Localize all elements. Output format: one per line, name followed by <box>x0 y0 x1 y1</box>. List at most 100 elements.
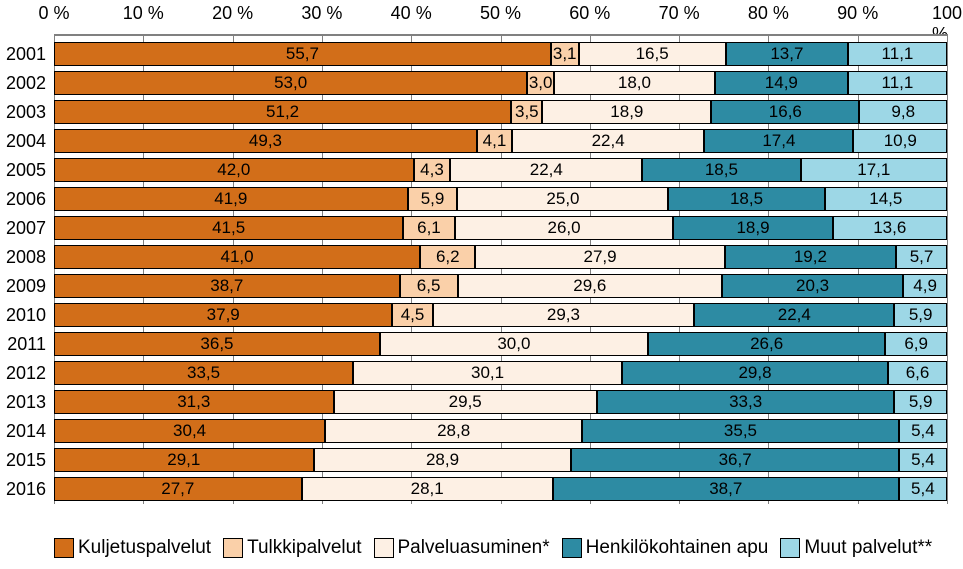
legend-label: Muut palvelut** <box>804 537 932 558</box>
bar-row: 41,0 6,2 27,9 19,2 5,7 <box>54 245 947 269</box>
x-tick-label: 90 % <box>837 3 878 24</box>
bar-segment-s1: 41,9 <box>54 187 408 211</box>
bar-segment-s5: 6,9 <box>885 332 947 356</box>
bar-value-label: 4,9 <box>913 276 937 296</box>
legend-swatch <box>374 538 394 558</box>
bar-segment-s1: 30,4 <box>54 419 325 443</box>
legend-label: Tulkkipalvelut <box>247 537 361 558</box>
y-tick-label: 2016 <box>6 480 46 498</box>
bar-value-label: 3,5 <box>515 102 539 122</box>
bar-value-label: 35,5 <box>724 421 757 441</box>
bar-value-label: 38,7 <box>709 479 742 499</box>
bar-segment-s5: 17,1 <box>801 158 947 182</box>
bar-segment-s5: 5,9 <box>894 390 947 414</box>
y-tick-label: 2008 <box>6 248 46 266</box>
bar-segment-s1: 27,7 <box>54 477 302 501</box>
bar-value-label: 38,7 <box>210 276 243 296</box>
bar-segment-s1: 37,9 <box>54 303 392 327</box>
y-tick-label: 2003 <box>6 103 46 121</box>
bar-segment-s2: 5,9 <box>408 187 458 211</box>
bar-segment-s3: 16,5 <box>579 42 726 66</box>
bar-segment-s5: 5,7 <box>896 245 947 269</box>
bar-segment-s3: 18,9 <box>542 100 711 124</box>
bar-value-label: 5,9 <box>909 305 933 325</box>
bar-segment-s5: 5,4 <box>899 448 947 472</box>
bar-value-label: 4,3 <box>420 160 444 180</box>
bar-segment-s1: 55,7 <box>54 42 551 66</box>
bar-value-label: 5,7 <box>910 247 934 267</box>
bar-segment-s5: 11,1 <box>848 42 947 66</box>
plot-area: 55,73,116,513,711,153,03,018,014,911,151… <box>54 34 947 504</box>
bar-segment-s4: 16,6 <box>711 100 859 124</box>
bar-value-label: 3,0 <box>529 73 553 93</box>
gridline <box>947 34 948 504</box>
bar-segment-s1: 36,5 <box>54 332 380 356</box>
bar-segment-s2: 6,2 <box>420 245 475 269</box>
bar-segment-s5: 5,4 <box>899 477 947 501</box>
bar-value-label: 30,0 <box>497 334 530 354</box>
bar-value-label: 5,4 <box>911 479 935 499</box>
bar-segment-s2: 3,1 <box>551 42 579 66</box>
bar-segment-s5: 4,9 <box>903 274 947 298</box>
y-tick-label: 2009 <box>6 277 46 295</box>
y-tick-label: 2005 <box>6 161 46 179</box>
stacked-bar-chart: 0 %10 %20 %30 %40 %50 %60 %70 %80 %90 %1… <box>0 0 963 569</box>
bar-segment-s4: 18,5 <box>642 158 800 182</box>
bar-value-label: 37,9 <box>207 305 240 325</box>
bar-value-label: 3,1 <box>553 44 577 64</box>
bar-value-label: 14,9 <box>765 73 798 93</box>
bar-segment-s3: 28,9 <box>314 448 572 472</box>
bar-row: 36,530,026,66,9 <box>54 332 947 356</box>
bar-value-label: 25,0 <box>546 189 579 209</box>
bar-value-label: 17,1 <box>857 160 890 180</box>
bar-segment-s4: 36,7 <box>571 448 898 472</box>
bar-value-label: 29,5 <box>449 392 482 412</box>
bar-segment-s2: 4,3 <box>414 158 451 182</box>
bar-value-label: 51,2 <box>266 102 299 122</box>
bar-segment-s2: 6,1 <box>403 216 454 240</box>
bar-value-label: 27,9 <box>584 247 617 267</box>
bar-value-label: 30,4 <box>173 421 206 441</box>
bar-value-label: 36,7 <box>719 450 752 470</box>
bar-value-label: 42,0 <box>217 160 250 180</box>
bar-row: 41,56,126,018,913,6 <box>54 216 947 240</box>
legend-item: Muut palvelut** <box>780 537 932 559</box>
bar-value-label: 28,1 <box>411 479 444 499</box>
x-tick-label: 10 % <box>123 3 164 24</box>
bar-value-label: 41,0 <box>221 247 254 267</box>
bar-value-label: 22,4 <box>592 131 625 151</box>
bar-segment-s4: 19,2 <box>725 245 896 269</box>
bar-segment-s3: 28,8 <box>325 419 582 443</box>
bar-segment-s3: 29,3 <box>433 303 695 327</box>
x-tick-label: 70 % <box>659 3 700 24</box>
bar-value-label: 19,2 <box>794 247 827 267</box>
x-tick-label: 30 % <box>301 3 342 24</box>
bar-value-label: 53,0 <box>274 73 307 93</box>
y-tick-label: 2011 <box>7 335 46 353</box>
bar-value-label: 4,5 <box>401 305 425 325</box>
bar-row: 33,530,129,86,6 <box>54 361 947 385</box>
bar-segment-s3: 18,0 <box>554 71 715 95</box>
bar-value-label: 17,4 <box>762 131 795 151</box>
bar-segment-s1: 49,3 <box>54 129 477 153</box>
bar-value-label: 30,1 <box>471 363 504 383</box>
y-tick-label: 2013 <box>6 393 46 411</box>
y-tick-label: 2001 <box>6 45 46 63</box>
bar-segment-s1: 29,1 <box>54 448 314 472</box>
legend-swatch <box>223 538 243 558</box>
bar-row: 27,7 28,1 38,7 5,4 <box>54 477 947 501</box>
bar-row: 51,2 3,518,916,6 9,8 <box>54 100 947 124</box>
bar-value-label: 11,1 <box>882 73 914 93</box>
bar-value-label: 14,5 <box>869 189 902 209</box>
legend-label: Henkilökohtainen apu <box>586 537 769 558</box>
bar-segment-s1: 53,0 <box>54 71 527 95</box>
bar-value-label: 13,6 <box>873 218 906 238</box>
bar-segment-s3: 26,0 <box>455 216 674 240</box>
bar-segment-s3: 25,0 <box>457 187 668 211</box>
bar-segment-s4: 38,7 <box>553 477 899 501</box>
bar-value-label: 9,8 <box>891 102 915 122</box>
y-tick-label: 2015 <box>6 451 46 469</box>
bar-segment-s4: 18,5 <box>668 187 824 211</box>
bar-value-label: 6,6 <box>906 363 930 383</box>
bar-segment-s3: 29,5 <box>334 390 597 414</box>
